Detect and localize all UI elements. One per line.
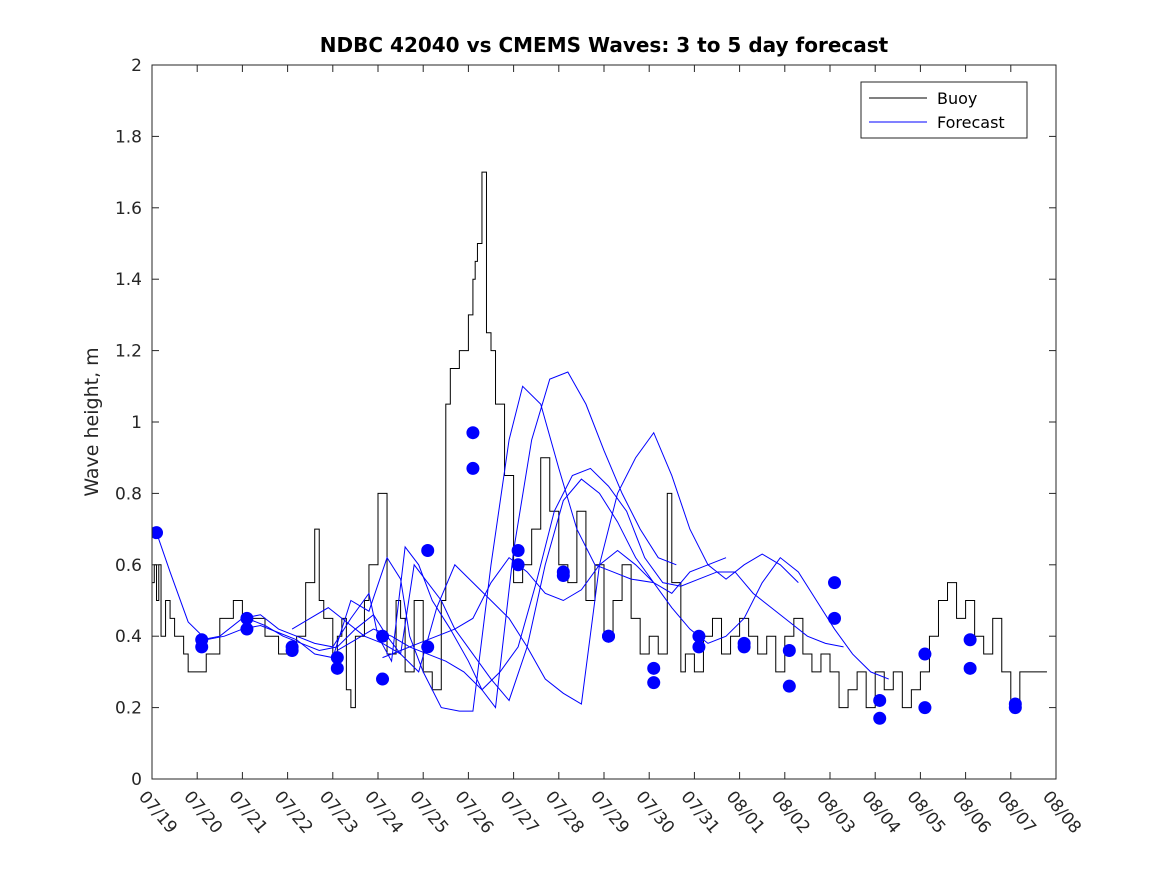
y-tick-label: 2 — [131, 56, 142, 76]
y-tick-label: 0.2 — [115, 699, 142, 719]
forecast-marker — [918, 701, 932, 715]
forecast-marker — [782, 679, 796, 693]
forecast-marker — [1008, 701, 1022, 715]
forecast-series-line — [246, 478, 727, 702]
plot-area — [152, 171, 1047, 725]
forecast-marker — [466, 461, 480, 475]
forecast-marker — [647, 676, 661, 690]
y-axis: 0 0.2 0.4 0.6 0.8 1 1.2 1.4 1.6 1.8 2 — [115, 56, 1056, 790]
forecast-marker — [556, 569, 570, 583]
forecast-marker — [152, 526, 164, 540]
forecast-marker — [376, 672, 390, 686]
x-tick-label: 07/21 — [225, 787, 272, 837]
forecast-marker — [511, 544, 525, 558]
y-tick-label: 1.8 — [115, 127, 142, 147]
x-tick-label: 08/05 — [903, 787, 950, 837]
forecast-marker — [285, 643, 299, 657]
forecast-marker — [240, 611, 254, 625]
forecast-marker — [963, 661, 977, 675]
legend-label: Buoy — [937, 89, 977, 108]
legend-label: Forecast — [937, 113, 1005, 132]
x-axis: 07/1907/2007/2107/2207/2307/2407/2507/26… — [134, 65, 1085, 838]
legend: Buoy Forecast — [860, 81, 1028, 139]
x-tick-label: 07/24 — [360, 787, 407, 837]
x-tick-label: 07/29 — [586, 787, 633, 837]
forecast-marker — [421, 640, 435, 654]
forecast-marker — [195, 640, 209, 654]
forecast-series-line — [337, 467, 844, 691]
forecast-marker — [873, 693, 887, 707]
x-tick-label: 08/01 — [722, 787, 769, 837]
forecast-series-line — [201, 371, 677, 709]
chart-title: NDBC 42040 vs CMEMS Waves: 3 to 5 day fo… — [320, 33, 889, 57]
y-tick-label: 1 — [131, 413, 142, 433]
forecast-series-line — [156, 385, 654, 712]
x-tick-label: 07/31 — [677, 787, 724, 837]
forecast-marker — [828, 611, 842, 625]
y-tick-label: 1.4 — [115, 270, 142, 290]
forecast-marker — [692, 640, 706, 654]
forecast-marker — [240, 622, 254, 636]
y-axis-label: Wave height, m — [81, 347, 103, 496]
forecast-marker — [918, 647, 932, 661]
y-tick-label: 0 — [131, 770, 142, 790]
y-tick-label: 0.6 — [115, 556, 142, 576]
x-tick-label: 08/04 — [857, 787, 904, 837]
x-tick-label: 07/19 — [134, 787, 181, 837]
legend-box — [860, 81, 1028, 139]
forecast-series-line — [291, 431, 799, 705]
x-tick-label: 08/08 — [1038, 787, 1085, 837]
x-tick-label: 08/03 — [812, 787, 859, 837]
x-tick-label: 08/06 — [948, 787, 995, 837]
x-tick-label: 08/02 — [767, 787, 814, 837]
x-tick-label: 07/27 — [496, 787, 543, 837]
forecast-marker — [692, 629, 706, 643]
forecast-marker — [737, 640, 751, 654]
x-tick-label: 07/23 — [315, 787, 362, 837]
forecast-marker — [782, 643, 796, 657]
forecast-marker — [828, 576, 842, 590]
y-tick-label: 0.8 — [115, 484, 142, 504]
y-tick-label: 1.2 — [115, 342, 142, 362]
forecast-series-line — [382, 549, 889, 680]
x-tick-label: 07/22 — [270, 787, 317, 837]
forecast-marker — [376, 629, 390, 643]
y-tick-label: 1.6 — [115, 199, 142, 219]
buoy-series-line — [152, 171, 1047, 709]
forecast-marker — [330, 651, 344, 665]
forecast-marker — [466, 426, 480, 440]
forecast-marker — [330, 661, 344, 675]
x-tick-label: 08/07 — [993, 787, 1040, 837]
y-tick-label: 0.4 — [115, 627, 142, 647]
x-tick-label: 07/30 — [631, 787, 678, 837]
x-tick-label: 07/28 — [541, 787, 588, 837]
forecast-marker — [421, 544, 435, 558]
x-tick-label: 07/20 — [179, 787, 226, 837]
forecast-marker — [647, 661, 661, 675]
forecast-marker — [873, 711, 887, 725]
x-tick-label: 07/25 — [405, 787, 452, 837]
forecast-marker — [963, 633, 977, 647]
x-tick-label: 07/26 — [451, 787, 498, 837]
forecast-marker — [511, 558, 525, 572]
forecast-marker — [602, 629, 616, 643]
